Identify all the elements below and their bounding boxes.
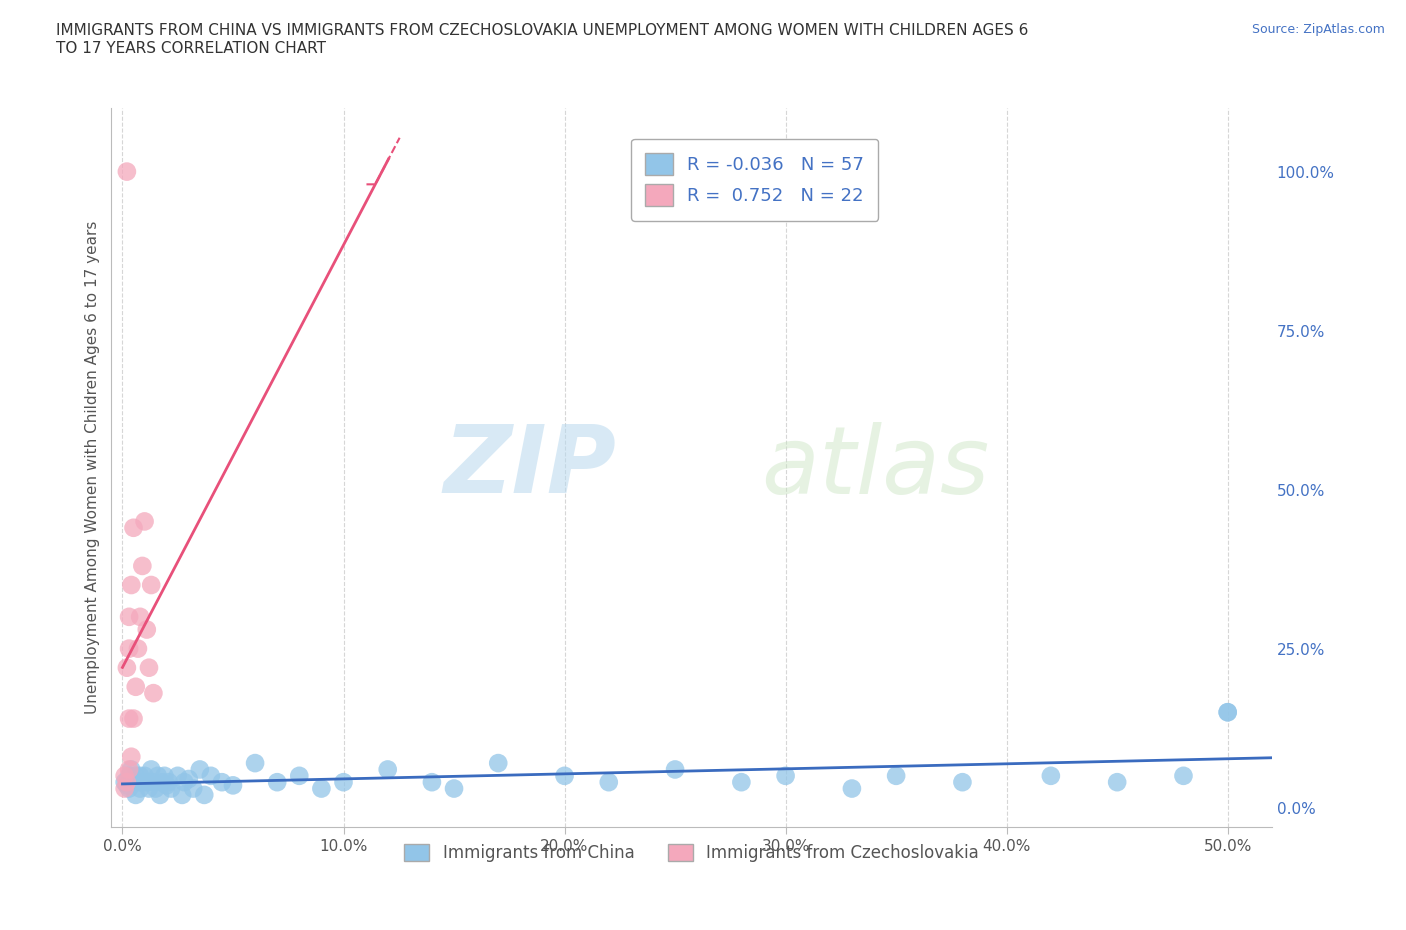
Point bbox=[120, 762, 142, 777]
Point bbox=[211, 775, 233, 790]
Point bbox=[173, 775, 195, 790]
Point bbox=[177, 772, 200, 787]
Point bbox=[146, 768, 169, 783]
Point bbox=[118, 768, 141, 783]
Point bbox=[841, 781, 863, 796]
Point bbox=[114, 775, 136, 790]
Point bbox=[134, 514, 156, 529]
Point bbox=[156, 777, 179, 792]
Point bbox=[114, 768, 136, 783]
Point bbox=[1107, 775, 1129, 790]
Text: ZIP: ZIP bbox=[443, 421, 616, 513]
Text: Source: ZipAtlas.com: Source: ZipAtlas.com bbox=[1251, 23, 1385, 36]
Point bbox=[134, 768, 156, 783]
Point bbox=[122, 775, 145, 790]
Point bbox=[129, 781, 152, 796]
Point bbox=[142, 775, 165, 790]
Point bbox=[118, 609, 141, 624]
Point bbox=[266, 775, 288, 790]
Point bbox=[115, 777, 138, 792]
Point bbox=[129, 609, 152, 624]
Point bbox=[127, 641, 149, 656]
Point bbox=[118, 762, 141, 777]
Point bbox=[884, 768, 907, 783]
Point bbox=[775, 768, 797, 783]
Point bbox=[332, 775, 354, 790]
Point bbox=[118, 781, 141, 796]
Point bbox=[598, 775, 620, 790]
Point bbox=[166, 768, 188, 783]
Point bbox=[125, 788, 148, 803]
Point bbox=[131, 559, 153, 574]
Text: atlas: atlas bbox=[761, 422, 990, 512]
Point bbox=[135, 775, 157, 790]
Point bbox=[115, 660, 138, 675]
Point bbox=[142, 685, 165, 700]
Point bbox=[486, 756, 509, 771]
Point bbox=[160, 781, 183, 796]
Point bbox=[115, 775, 138, 790]
Point bbox=[153, 768, 176, 783]
Point bbox=[127, 775, 149, 790]
Point bbox=[122, 521, 145, 536]
Point bbox=[129, 768, 152, 783]
Point bbox=[118, 641, 141, 656]
Point bbox=[664, 762, 686, 777]
Point bbox=[138, 781, 160, 796]
Point bbox=[149, 788, 172, 803]
Point bbox=[157, 775, 180, 790]
Point bbox=[243, 756, 266, 771]
Point bbox=[200, 768, 222, 783]
Point bbox=[172, 788, 194, 803]
Point bbox=[443, 781, 465, 796]
Point bbox=[120, 750, 142, 764]
Point bbox=[554, 768, 576, 783]
Point bbox=[122, 711, 145, 726]
Point bbox=[115, 165, 138, 179]
Y-axis label: Unemployment Among Women with Children Ages 6 to 17 years: Unemployment Among Women with Children A… bbox=[86, 220, 100, 714]
Point bbox=[1039, 768, 1062, 783]
Point bbox=[288, 768, 311, 783]
Point bbox=[145, 781, 167, 796]
Point bbox=[222, 777, 245, 792]
Text: IMMIGRANTS FROM CHINA VS IMMIGRANTS FROM CZECHOSLOVAKIA UNEMPLOYMENT AMONG WOMEN: IMMIGRANTS FROM CHINA VS IMMIGRANTS FROM… bbox=[56, 23, 1029, 56]
Point bbox=[131, 775, 153, 790]
Point bbox=[114, 781, 136, 796]
Point bbox=[118, 711, 141, 726]
Point bbox=[181, 781, 204, 796]
Point bbox=[188, 762, 211, 777]
Point bbox=[141, 578, 163, 592]
Point bbox=[1216, 705, 1239, 720]
Point bbox=[730, 775, 752, 790]
Point bbox=[311, 781, 333, 796]
Point bbox=[125, 768, 148, 783]
Point bbox=[125, 679, 148, 694]
Point bbox=[150, 775, 173, 790]
Point bbox=[377, 762, 399, 777]
Point bbox=[141, 762, 163, 777]
Point bbox=[952, 775, 974, 790]
Legend: Immigrants from China, Immigrants from Czechoslovakia: Immigrants from China, Immigrants from C… bbox=[398, 837, 986, 869]
Point bbox=[138, 660, 160, 675]
Point bbox=[1173, 768, 1195, 783]
Point bbox=[120, 578, 142, 592]
Point bbox=[135, 622, 157, 637]
Point bbox=[193, 788, 215, 803]
Point bbox=[420, 775, 443, 790]
Point bbox=[1216, 705, 1239, 720]
